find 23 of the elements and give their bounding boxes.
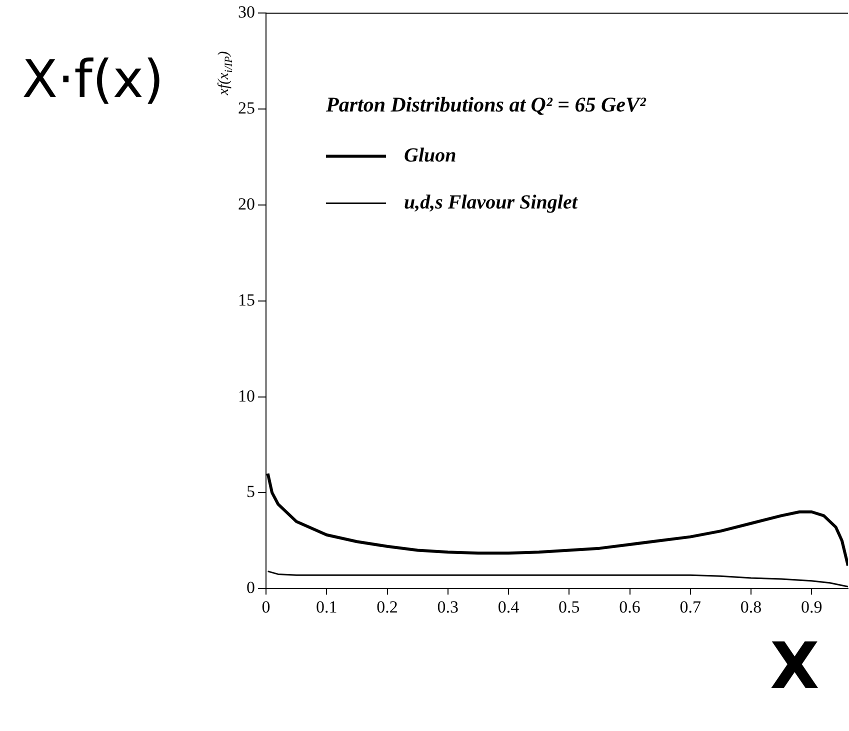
x-tick-label: 0.6 (619, 597, 640, 616)
y-tick-label: 20 (238, 194, 255, 214)
text: X (770, 630, 820, 704)
text: X·f(x) (22, 50, 164, 110)
legend-label: Gluon (404, 144, 456, 166)
y-tick-label: 0 (246, 578, 255, 598)
text: Parton Distributions at Q² = 65 GeV² (325, 92, 646, 117)
x-tick-label: 0.5 (558, 597, 580, 616)
x-tick-label: 0.8 (740, 597, 762, 616)
y-tick-label: 5 (246, 482, 255, 502)
legend-label: u,d,s Flavour Singlet (404, 191, 579, 214)
x-tick-label: 0.3 (437, 597, 458, 616)
y-axis-title: xf(xi/IP) (216, 51, 235, 96)
y-tick-label: 25 (238, 98, 255, 118)
x-tick-label: 0.2 (376, 597, 398, 616)
x-tick-label: 0.4 (498, 597, 520, 616)
y-tick-label: 30 (238, 2, 255, 22)
x-tick-label: 0.7 (680, 597, 702, 616)
y-tick-label: 10 (238, 386, 255, 406)
x-tick-label: 0.9 (801, 597, 822, 616)
x-tick-label: 0.1 (316, 597, 338, 616)
x-tick-label: 0 (262, 597, 270, 616)
y-tick-label: 15 (238, 290, 255, 310)
